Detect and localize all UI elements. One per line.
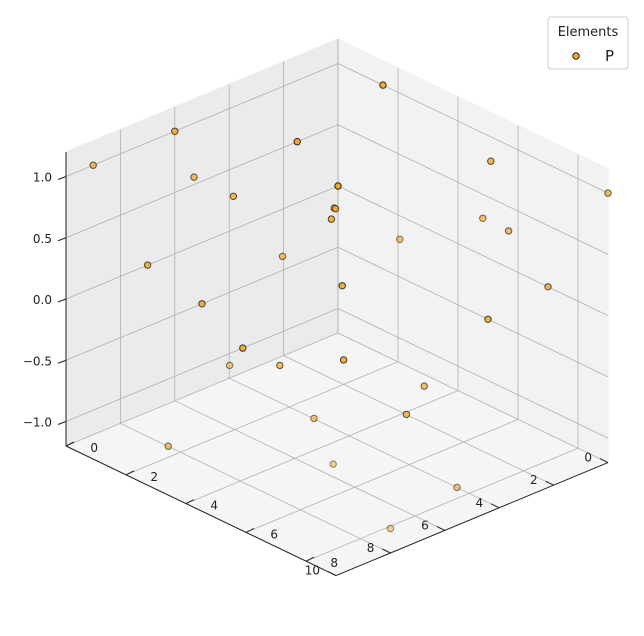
data-point [239,344,247,352]
gridline-y-floor [125,361,399,476]
gridline-z-wall-x [337,246,609,378]
x-tick-mark [327,571,337,577]
data-point [327,215,336,223]
legend-frame [547,16,629,70]
z-tick-label: −1.0 [23,416,52,430]
data-point [276,361,284,370]
z-tick-label: 1.0 [33,171,52,185]
data-point [334,182,342,190]
data-point [484,315,492,323]
data-point [143,261,152,269]
data-point [190,173,198,181]
x-tick-label: 10 [305,564,320,578]
data-point [329,460,337,468]
y-tick-label: 8 [330,556,338,570]
data-points [89,81,612,533]
gridline-x-floor [337,332,609,463]
y-axis-line [65,445,337,577]
y-tick-mark [245,527,255,533]
data-point [293,138,301,146]
y-tick-mark [125,470,135,476]
y-tick-label: 4 [210,499,218,513]
data-point [331,205,340,213]
data-point [604,189,612,197]
gridline-x-floor [174,400,445,531]
data-point [198,300,206,308]
y-tick-label: 6 [270,527,278,541]
data-point [479,214,487,223]
gridline-z-wall-x [337,185,609,316]
z-tick-mark [57,359,67,364]
gridline-z-wall-y [65,185,339,300]
data-point [504,227,513,235]
x-tick-mark [545,480,554,486]
axes-panes [64,38,610,577]
x-tick-label: 8 [367,541,375,555]
z-tick-mark [57,421,67,425]
legend-marker [572,52,580,60]
data-point [402,410,411,419]
z-tick-mark [57,298,67,303]
z-tick-label: −0.5 [23,354,52,368]
data-point [420,382,428,390]
gridline-y-floor [305,447,579,562]
x-tick-mark [599,458,609,464]
x-tick-mark [436,525,446,531]
data-point [278,252,287,261]
tick-labels: 0 2 4 6 8 10 0 2 4 6 8 −1.0 −0.5 0.0 0.5 1.0 [23,171,609,578]
x-tick-label: 6 [421,518,429,532]
data-point [379,81,387,89]
data-point [396,235,404,244]
data-point [487,157,495,165]
data-point [171,127,179,136]
legend: Elements P [547,16,629,70]
z-tick-label: 0.0 [33,293,52,307]
y-tick-mark [305,556,315,562]
y-tick-mark [185,499,195,505]
y-tick-mark [65,441,75,447]
data-point [386,524,395,533]
x-tick-label: 2 [530,473,538,487]
data-point [225,361,234,370]
data-point [339,356,348,364]
gridline-z-wall-y [65,124,339,239]
x-tick-label: 4 [476,496,484,510]
gridline-z-wall-y [65,308,339,422]
z-tick-mark [57,176,67,180]
legend-entry-label: P [605,47,614,65]
x-axis-line [335,462,609,577]
z-tick-label: 0.5 [33,232,52,246]
data-point [338,282,346,290]
gridline-z-wall-x [337,124,609,255]
y-tick-label: 0 [90,441,98,455]
data-point [544,283,552,291]
x-tick-mark [490,503,500,509]
data-point [89,161,97,169]
gridline-y-floor [185,390,459,504]
gridline-y-floor [65,332,339,447]
data-point [453,483,461,492]
gridline-y-floor [245,419,519,533]
legend-title: Elements [558,25,619,40]
gridline-x-floor [283,355,554,486]
data-point [229,192,238,201]
x-tick-mark [382,548,391,554]
data-point [164,442,172,450]
data-point [310,414,318,423]
gridline-z-wall-x [337,308,609,439]
x-tick-label: 0 [584,451,592,465]
z-tick-mark [57,237,67,242]
gridline-z-wall-y [65,63,339,177]
y-tick-label: 2 [150,470,158,484]
